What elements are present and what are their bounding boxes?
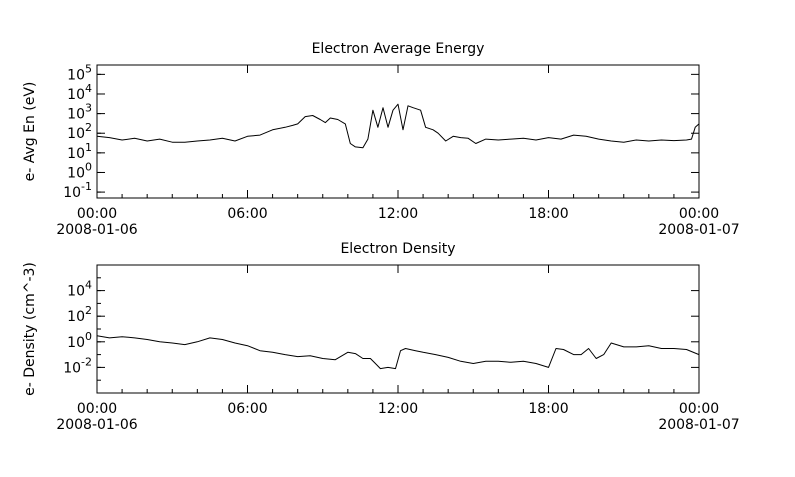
- x-tick-label: 06:00: [227, 206, 267, 222]
- x-tick-label: 00:00: [77, 401, 117, 417]
- chart-title: Electron Density: [340, 241, 455, 257]
- x-tick-label: 18:00: [528, 206, 568, 222]
- chart-electron-average-energy: Electron Average Energy e- Avg En (eV) 105…: [22, 41, 740, 238]
- y-tick-label: 100: [67, 330, 92, 351]
- y-tick-label: 102: [67, 304, 92, 325]
- x-tick-date-label: 2008-01-06: [56, 222, 137, 238]
- plot-frame: [96, 264, 700, 394]
- x-tick-label: 12:00: [378, 206, 418, 222]
- y-axis-label: e- Avg En (eV): [22, 82, 38, 182]
- x-tick-label: 18:00: [528, 401, 568, 417]
- y-tick-label: 104: [67, 279, 92, 300]
- x-tick-label: 12:00: [378, 401, 418, 417]
- y-tick-label: 10-1: [63, 180, 92, 201]
- x-tick-label: 00:00: [679, 401, 719, 417]
- x-tick-label: 00:00: [77, 206, 117, 222]
- y-tick-label: 104: [67, 82, 92, 103]
- x-tick-date-label: 2008-01-06: [56, 417, 137, 433]
- series-line: [96, 335, 700, 370]
- y-tick-label: 105: [67, 62, 92, 83]
- y-tick-label: 100: [67, 160, 92, 181]
- y-tick-label: 10-2: [63, 355, 92, 376]
- y-tick-label: 103: [67, 102, 92, 123]
- x-tick-label: 00:00: [679, 206, 719, 222]
- y-tick-label: 102: [67, 121, 92, 142]
- x-tick-label: 06:00: [227, 401, 267, 417]
- x-tick-date-label: 2008-01-07: [658, 222, 739, 238]
- plot-frame: [96, 64, 700, 199]
- y-axis-label: e- Density (cm^-3): [22, 262, 38, 396]
- x-tick-date-label: 2008-01-07: [658, 417, 739, 433]
- chart-electron-density: Electron Density e- Density (cm^-3) 104 102…: [22, 241, 740, 433]
- y-tick-label: 101: [67, 141, 92, 162]
- chart-title: Electron Average Energy: [312, 41, 485, 57]
- series-line: [96, 103, 700, 149]
